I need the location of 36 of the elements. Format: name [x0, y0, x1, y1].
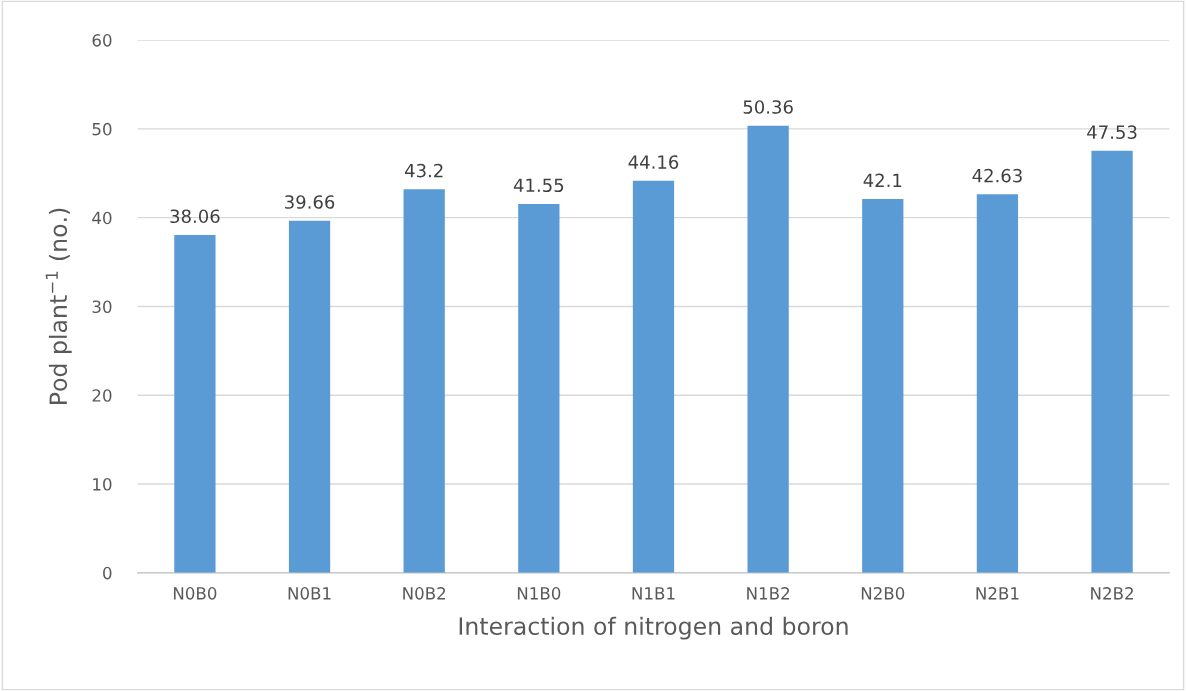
- x-tick-label: N0B1: [288, 587, 331, 600]
- x-tick-label: N1B0: [517, 587, 561, 600]
- y-axis-title: Pod plant$^{−1}$ (no.): [45, 208, 72, 404]
- data-label: 42.63: [972, 168, 1022, 183]
- y-tick-label: 60: [92, 34, 112, 47]
- data-label: 47.53: [1087, 125, 1137, 139]
- y-tick-label: 20: [92, 389, 112, 402]
- x-tick-label: N0B0: [173, 587, 217, 600]
- x-tick-label: N1B2: [747, 587, 790, 600]
- y-tick-label: 10: [93, 478, 112, 491]
- bar: [862, 199, 904, 573]
- x-tick-label: N2B0: [861, 587, 905, 600]
- bar: [747, 125, 789, 573]
- bar: [174, 234, 216, 573]
- data-label: 43.2: [404, 163, 443, 178]
- data-label: 50.36: [743, 100, 793, 114]
- data-label: 41.55: [513, 178, 564, 193]
- bar: [403, 189, 445, 573]
- data-label: 39.66: [285, 195, 335, 209]
- bar: [632, 180, 675, 573]
- x-tick-label: N2B1: [976, 587, 1019, 600]
- x-tick-label: N1B1: [632, 587, 675, 600]
- data-label: 44.16: [628, 155, 679, 169]
- y-tick-label: 30: [92, 300, 112, 314]
- data-label: 38.06: [170, 209, 220, 224]
- bar: [976, 194, 1019, 573]
- y-tick-label: 0: [103, 566, 112, 580]
- x-tick-label: N2B2: [1091, 587, 1133, 600]
- y-tick-label: 40: [92, 211, 112, 225]
- bar: [288, 220, 331, 573]
- bar: [1091, 150, 1133, 573]
- y-tick-label: 50: [92, 122, 112, 136]
- x-tick-label: N0B2: [403, 587, 446, 600]
- x-axis-title: Interaction of nitrogen and boron: [459, 616, 848, 640]
- data-label: 42.1: [863, 173, 902, 187]
- bar: [518, 203, 560, 573]
